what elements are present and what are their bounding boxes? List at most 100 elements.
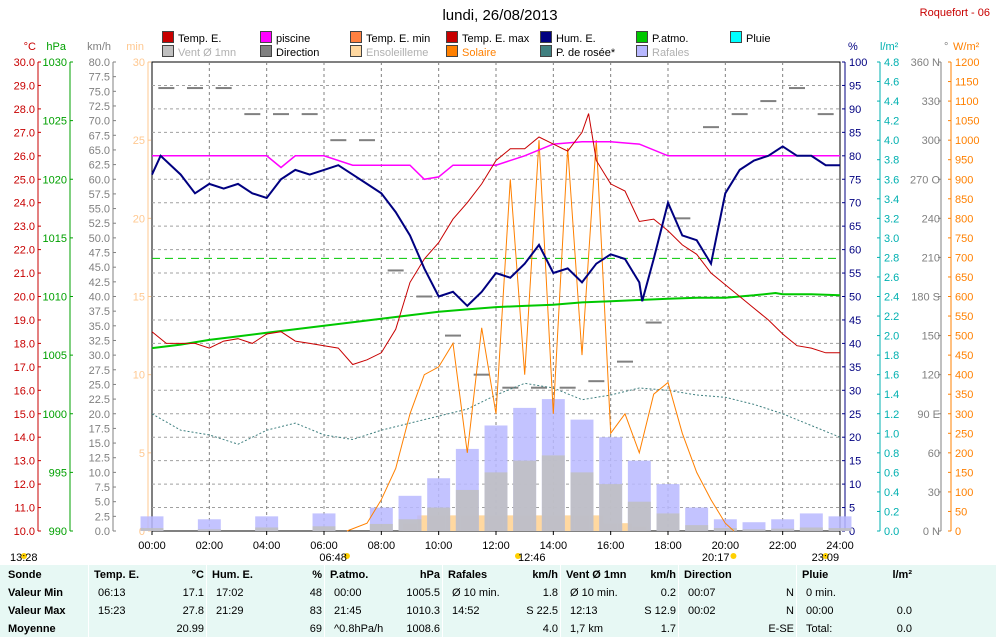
right-axis-tick-label: 55: [849, 268, 861, 280]
stats-cell-value: 48: [309, 587, 322, 599]
right-axis-tick-label: 150: [955, 467, 973, 479]
stats-header-label: Rafales: [448, 569, 488, 581]
left-axis-tick-label: 17.5: [89, 423, 110, 435]
legend-item-pluie: Pluie: [730, 31, 770, 45]
left-axis-tick-label: 10.0: [14, 526, 35, 538]
right-axis-tick-label: 800: [955, 213, 973, 225]
station-name: Roquefort - 06: [920, 7, 990, 19]
right-axis-unit: °: [944, 41, 948, 53]
wind-mean-bar: [140, 528, 164, 531]
stats-cell-value: 1.8: [542, 587, 558, 599]
right-axis-tick-label: 3.4: [884, 194, 899, 206]
wind-mean-bar: [713, 528, 737, 531]
legend-item-piscine: piscine: [260, 31, 310, 45]
direction-point: [703, 126, 719, 129]
left-axis-tick-label: 18.0: [14, 338, 35, 350]
legend-label: P. de rosée*: [556, 47, 616, 59]
x-tick-label: 14:00: [540, 540, 568, 552]
right-axis-tick-label: 50: [955, 506, 967, 518]
left-axis-tick-label: 11.0: [14, 503, 35, 515]
legend-item-p-atmo: P.atmo.: [636, 31, 689, 45]
legend-swatch: [540, 31, 552, 43]
wind-mean-bar: [513, 460, 537, 531]
stats-cell-value: 1.7: [660, 623, 676, 635]
left-axis-tick-label: 62.5: [89, 160, 110, 172]
stats-cell-sub: 0 min.: [806, 587, 836, 599]
right-axis-tick-label: 4.0: [884, 135, 899, 147]
wind-mean-bar: [570, 472, 594, 531]
left-axis-tick-label: 10.0: [89, 467, 110, 479]
left-axis-unit: hPa: [46, 41, 66, 53]
right-axis-tick-label: 25: [849, 409, 861, 421]
right-axis-tick-label: 2.6: [884, 272, 899, 284]
moonset-label: 23:09: [812, 552, 840, 564]
left-axis-tick-label: 2.5: [95, 511, 110, 523]
left-axis-tick-label: 67.5: [89, 130, 110, 142]
stats-cell-sub: 1,7 km: [570, 623, 604, 635]
left-axis-tick-label: 21.0: [14, 268, 35, 280]
x-tick-label: 22:00: [769, 540, 797, 552]
right-axis-tick-label: 3.2: [884, 213, 899, 225]
legend-swatch: [350, 45, 362, 57]
right-axis-tick-label: 80: [849, 151, 861, 163]
right-axis-tick-label: 1050: [955, 116, 979, 128]
left-axis-tick-label: 30: [133, 57, 145, 69]
legend-swatch: [260, 45, 272, 57]
left-axis-tick-label: 17.0: [14, 362, 35, 374]
stats-cell-sub: 17:02: [216, 587, 244, 599]
left-axis-tick-label: 16.0: [14, 385, 35, 397]
gust-bar: [799, 513, 823, 531]
legend-item-temp-e-min: Temp. E. min: [350, 31, 430, 45]
left-axis-tick-label: 1005: [43, 350, 67, 362]
left-axis-tick-label: 72.5: [89, 101, 110, 113]
wind-mean-bar: [427, 507, 451, 531]
left-axis-tick-label: 1000: [43, 409, 67, 421]
x-tick-label: 20:00: [712, 540, 740, 552]
left-axis-tick-label: 20.0: [89, 409, 110, 421]
direction-point: [559, 386, 576, 389]
right-axis-tick-label: 900: [955, 174, 973, 186]
stats-cell-sub: Total:: [806, 623, 833, 635]
right-axis-tick-label: 0: [849, 526, 855, 538]
legend-item-ensoleillement: Ensoleilleme: [350, 45, 428, 59]
stats-cell-sub: ^0.8hPa/h: [334, 623, 384, 635]
stats-separator: [442, 565, 443, 637]
stats-cell-value: 17.1: [182, 587, 204, 599]
sunset-label: 20:17: [702, 552, 730, 564]
stats-header-unit: km/h: [650, 569, 676, 581]
right-axis-tick-label: 0 N: [923, 526, 940, 538]
sunrise-label: 06:48: [319, 552, 347, 564]
left-axis-unit: min: [126, 41, 144, 53]
left-axis-tick-label: 19.0: [14, 315, 35, 327]
left-axis-tick-label: 23.0: [14, 221, 35, 233]
left-axis-tick-label: 25.0: [89, 379, 110, 391]
right-axis-tick-label: 4.4: [884, 96, 899, 108]
gust-bar: [197, 519, 221, 531]
right-axis-tick-label: 30: [928, 487, 940, 499]
wind-mean-bar: [541, 455, 565, 531]
direction-point: [789, 87, 805, 90]
x-tick-label: 12:00: [482, 540, 510, 552]
direction-point: [359, 139, 375, 142]
left-axis-tick-label: 22.5: [89, 394, 110, 406]
stats-row-label: Valeur Min: [8, 587, 64, 599]
left-axis-tick-label: 22.0: [14, 245, 35, 257]
legend-swatch: [446, 31, 458, 43]
legend-label: Temp. E. min: [366, 33, 431, 45]
stats-header-label: Pluie: [802, 569, 829, 581]
left-axis-tick-label: 40.0: [89, 292, 110, 304]
stats-header-unit: l/m²: [892, 569, 912, 581]
left-axis-tick-label: 1020: [43, 174, 67, 186]
legend-label: Vent Ø 1mn: [178, 47, 237, 59]
legend-label: Pluie: [746, 33, 771, 45]
left-axis-tick-label: 5.0: [95, 497, 110, 509]
stats-cell-sub: 15:23: [98, 605, 126, 617]
left-axis-tick-label: 30.0: [89, 350, 110, 362]
right-axis-tick-label: 1.6: [884, 370, 899, 382]
right-axis-tick-label: 4.6: [884, 77, 899, 89]
left-axis-tick-label: 0: [139, 526, 145, 538]
legend-swatch: [730, 31, 742, 43]
legend-label: Hum. E.: [556, 33, 596, 45]
legend-label: Direction: [276, 47, 320, 59]
direction-point: [445, 334, 461, 337]
